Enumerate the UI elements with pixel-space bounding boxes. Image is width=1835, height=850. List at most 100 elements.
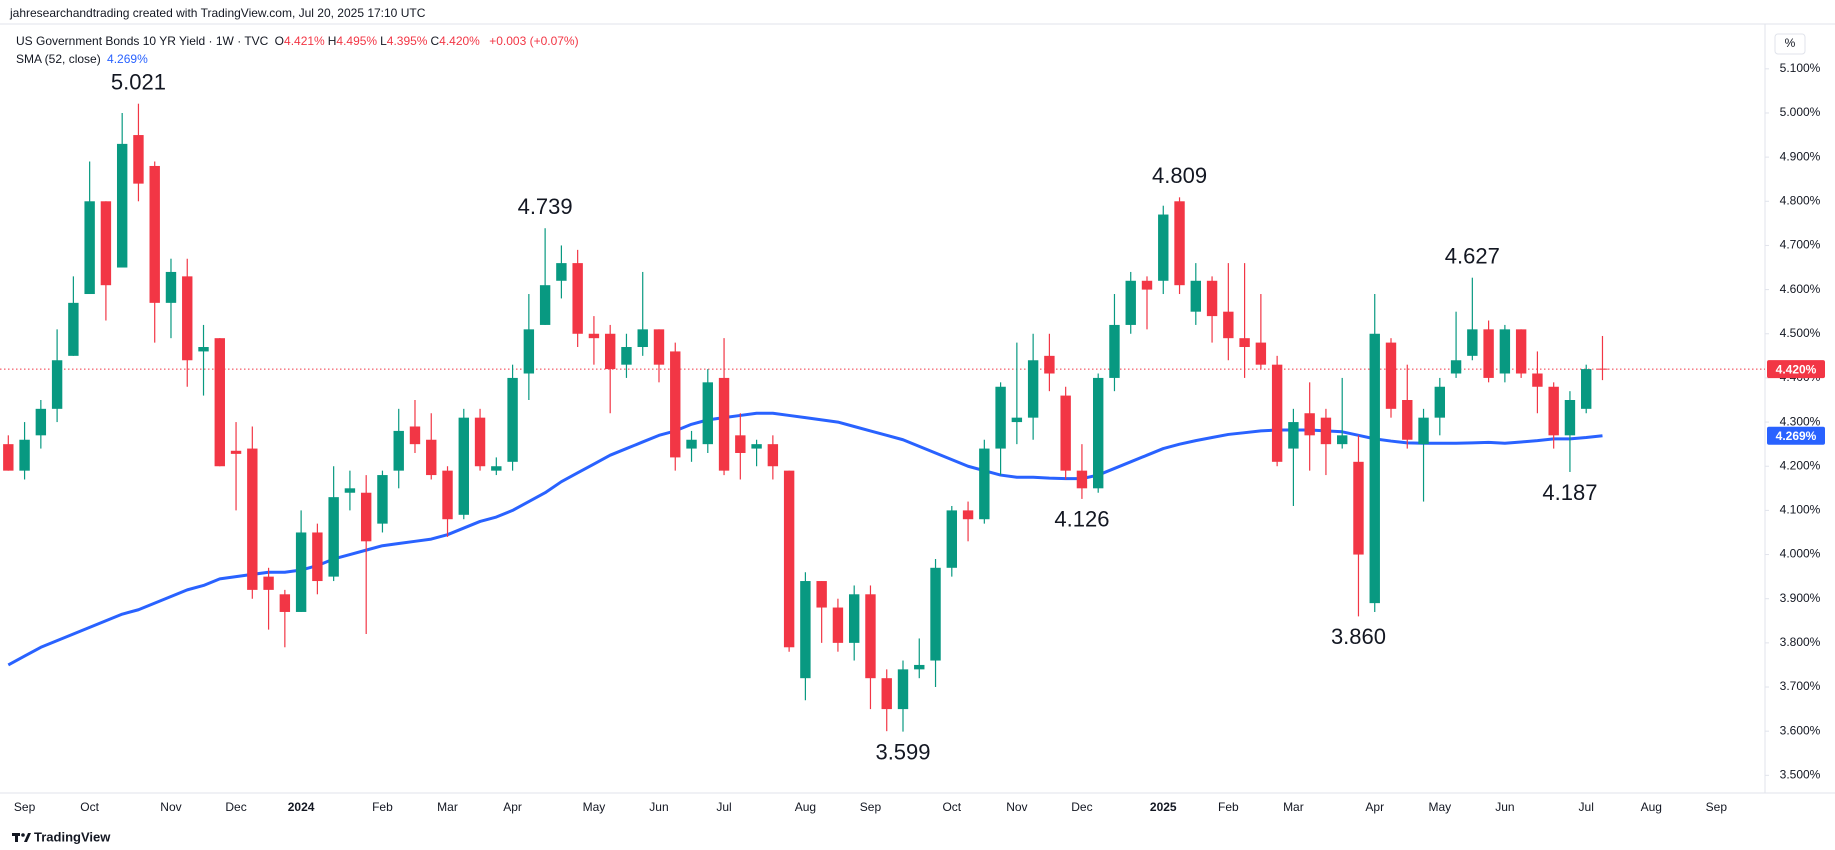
x-tick-label: Dec (1071, 800, 1092, 814)
candle-body (426, 439, 437, 476)
ohlc-value: 4.421% (284, 34, 325, 48)
last-price-box (1767, 360, 1825, 379)
candle-body (702, 382, 713, 445)
y-tick-label: 5.100% (1780, 61, 1821, 75)
x-tick-label: Sep (860, 800, 882, 814)
candle-body (507, 377, 518, 462)
candle-body (1288, 422, 1299, 449)
x-tick-label: Sep (14, 800, 36, 814)
x-tick-label: Sep (1706, 800, 1728, 814)
candle-body (214, 338, 225, 467)
unit-box[interactable] (1774, 33, 1806, 55)
annotation: 4.739 (518, 194, 573, 219)
candle-body (491, 466, 502, 471)
candle-body (881, 678, 892, 710)
candle-body (328, 497, 339, 577)
y-tick-label: 3.500% (1780, 768, 1821, 782)
candle-body (1499, 329, 1511, 374)
candle-body (1109, 324, 1120, 378)
candle-body (1450, 360, 1462, 374)
candle-body (832, 607, 844, 643)
candle-body (1564, 399, 1576, 436)
x-tick-label: Mar (437, 800, 458, 814)
candle-body (1060, 395, 1071, 471)
candle-body (1467, 329, 1478, 356)
candle-body (19, 439, 30, 471)
annotation: 4.187 (1542, 480, 1597, 505)
y-tick-label: 4.200% (1780, 458, 1821, 472)
x-tick-label: Jul (716, 800, 731, 814)
candle-body (1434, 386, 1446, 418)
last-price-label: 4.420% (1776, 362, 1817, 376)
annotation: 3.860 (1331, 624, 1386, 649)
x-tick-label: Jun (649, 800, 668, 814)
candle-body (1011, 417, 1023, 423)
candle-body (670, 351, 681, 458)
candle-body (1337, 435, 1348, 445)
x-tick-label: Feb (372, 800, 393, 814)
candle-body (84, 201, 95, 295)
ohlc-value: 4.420% (439, 34, 480, 48)
x-tick-label: Aug (795, 800, 816, 814)
candle-body (962, 510, 974, 520)
candle-body (360, 492, 372, 542)
x-tick-label: Dec (225, 800, 246, 814)
x-tick-label: Mar (1283, 800, 1304, 814)
candle-body (604, 333, 616, 370)
x-tick-label: Apr (503, 800, 522, 814)
symbol: US Government Bonds 10 YR Yield · 1W · T… (16, 34, 269, 48)
candle-body (344, 488, 356, 493)
candle-body (1271, 364, 1283, 462)
y-tick-label: 3.800% (1780, 635, 1821, 649)
y-tick-label: 4.100% (1780, 503, 1821, 517)
candle-body (751, 444, 762, 449)
candle-body (1044, 355, 1055, 374)
candle-body (735, 435, 746, 453)
candle-body (523, 329, 535, 374)
x-tick-label: 2024 (288, 800, 315, 814)
change: +0.003 (+0.07%) (489, 34, 579, 48)
candle-body (442, 470, 453, 520)
legend-main: US Government Bonds 10 YR Yield · 1W · T… (16, 34, 582, 48)
candle-body (865, 594, 876, 679)
candle-body (1515, 329, 1527, 374)
annotation: 4.627 (1445, 243, 1500, 268)
legend-sma: SMA (52, close) 4.269% (16, 52, 151, 66)
candle-body (247, 448, 258, 590)
y-tick-label: 4.900% (1780, 149, 1821, 163)
candle-body (686, 439, 697, 449)
ohlc-key: L (380, 34, 387, 48)
candle-body (848, 594, 860, 643)
candle-body (1027, 360, 1039, 418)
candle-body (68, 302, 79, 356)
y-tick-label: 4.500% (1780, 326, 1821, 340)
candle-body (1255, 342, 1267, 365)
ohlc-value: 4.395% (386, 34, 428, 48)
annotation: 3.599 (875, 739, 930, 764)
candle-body (1418, 417, 1429, 445)
x-tick-label: May (583, 800, 606, 814)
y-tick-label: 4.000% (1780, 547, 1821, 561)
annotation: 4.126 (1054, 507, 1109, 532)
candle-body (3, 444, 14, 471)
candle-body (930, 567, 941, 661)
candle-body (1402, 399, 1413, 440)
candle-body (946, 510, 957, 568)
candle-body (295, 532, 307, 612)
candle-body (1385, 342, 1397, 409)
ohlc-key: O (274, 34, 285, 48)
candle-body (588, 333, 600, 339)
candle-body (149, 165, 160, 303)
candle-body (1320, 417, 1332, 445)
candle-body (1125, 280, 1136, 325)
candle-body (800, 581, 811, 679)
candle-body (1158, 214, 1169, 281)
candle-body (1304, 413, 1315, 436)
candle-body (133, 135, 144, 184)
x-tick-label: Nov (160, 800, 181, 814)
candle-body (637, 329, 648, 348)
candle-body (1597, 368, 1608, 370)
y-tick-label: 4.600% (1780, 282, 1821, 296)
candle-body (116, 143, 128, 268)
